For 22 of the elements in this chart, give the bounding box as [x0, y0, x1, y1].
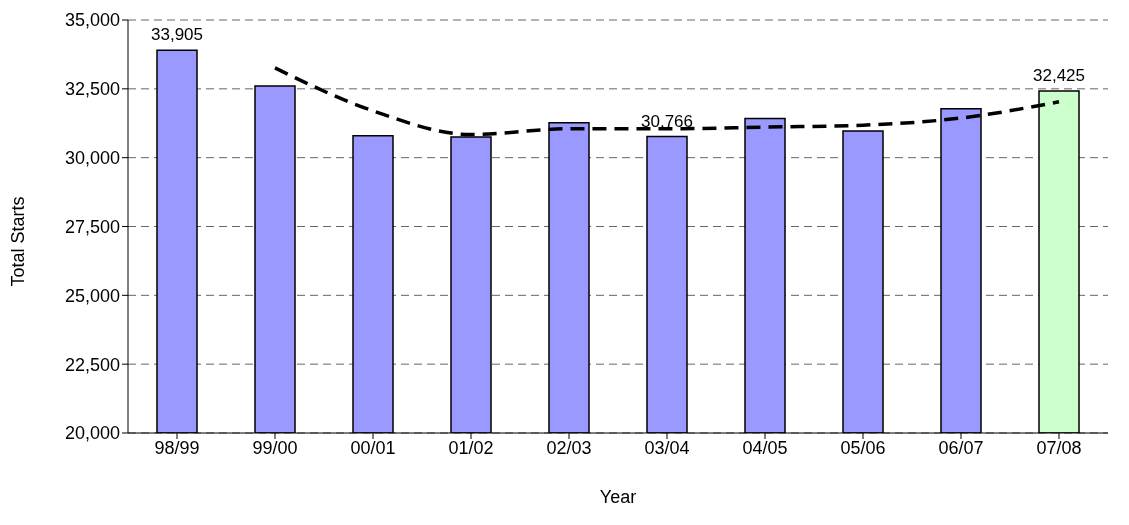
data-label: 32,425 — [1033, 65, 1085, 85]
x-tick-label: 03/04 — [644, 437, 690, 458]
x-tick-label: 01/02 — [448, 437, 494, 458]
y-tick-label: 32,500 — [64, 79, 120, 100]
y-tick-label: 27,500 — [64, 216, 120, 237]
y-axis-title: Total Starts — [8, 196, 29, 287]
x-axis-title: Year — [599, 487, 637, 507]
y-tick-label: 22,500 — [64, 354, 120, 375]
x-tick-label: 06/07 — [938, 437, 984, 458]
data-label: 30,766 — [641, 111, 693, 131]
x-tick-label: 05/06 — [840, 437, 886, 458]
y-tick-label: 35,000 — [64, 10, 120, 31]
y-tick-label: 30,000 — [64, 148, 120, 169]
x-tick-label: 00/01 — [350, 437, 396, 458]
data-label: 33,905 — [151, 25, 203, 45]
x-tick-label: 02/03 — [546, 437, 592, 458]
x-tick-label: 99/00 — [252, 437, 298, 458]
x-tick-label: 07/08 — [1036, 437, 1082, 458]
x-tick-label: 04/05 — [742, 437, 788, 458]
x-tick-label: 98/99 — [154, 437, 200, 458]
y-tick-label: 25,000 — [64, 285, 120, 306]
y-tick-label: 20,000 — [64, 423, 120, 444]
